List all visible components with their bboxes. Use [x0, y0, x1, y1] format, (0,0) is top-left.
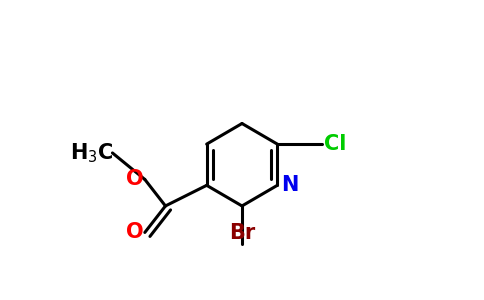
Text: Br: Br [229, 223, 255, 243]
Text: O: O [126, 169, 143, 189]
Text: Cl: Cl [324, 134, 346, 154]
Text: O: O [126, 222, 143, 242]
Text: N: N [281, 175, 298, 195]
Text: H$_3$C: H$_3$C [70, 141, 114, 165]
